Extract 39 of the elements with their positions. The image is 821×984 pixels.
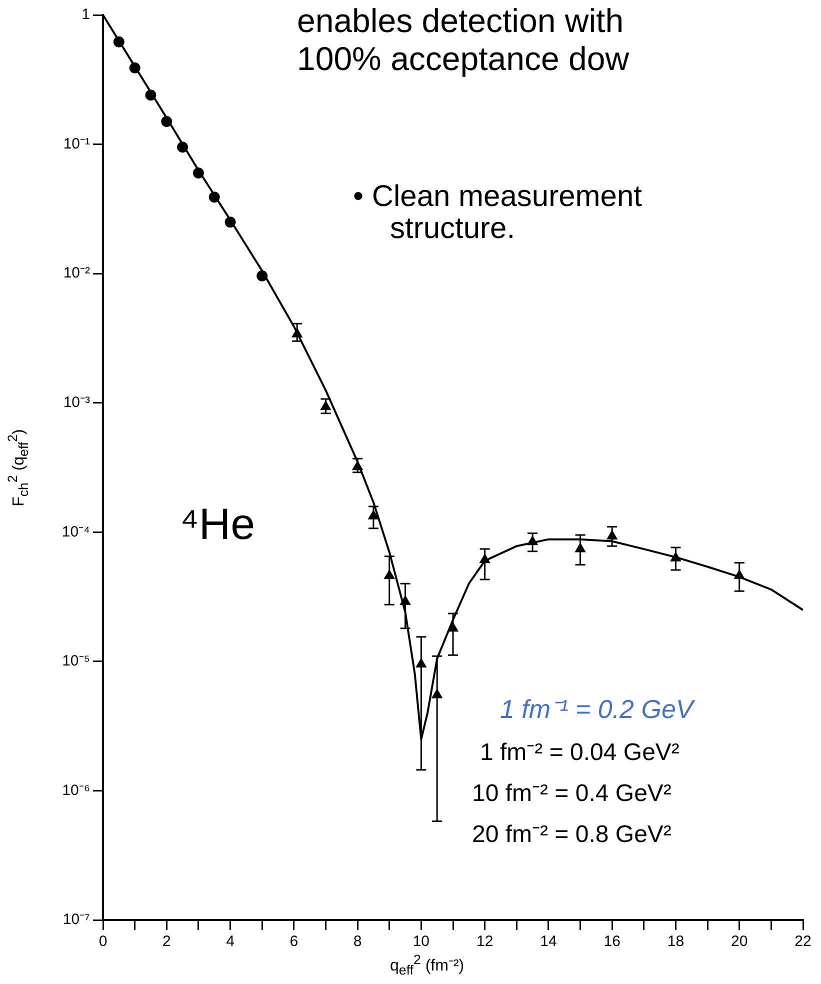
x-tick-label: 2 xyxy=(162,933,171,950)
point xyxy=(192,167,204,178)
point xyxy=(129,62,140,74)
x-tick-label: 12 xyxy=(476,933,494,950)
x-tick-label: 22 xyxy=(794,933,812,950)
point xyxy=(113,36,124,48)
x-tick-label: 18 xyxy=(667,933,684,950)
x-tick-label: 16 xyxy=(604,933,620,950)
annotation: 100% acceptance dow xyxy=(297,40,630,78)
x-tick-label: 0 xyxy=(98,933,108,950)
y-tick-label: 10⁻⁷ xyxy=(62,911,90,928)
point xyxy=(161,116,172,128)
x-tick-label: 20 xyxy=(731,933,748,950)
point xyxy=(145,90,156,101)
point xyxy=(177,142,188,153)
x-axis-title: q$_{eff}$$^{2}$ (fm⁻²) xyxy=(390,952,464,978)
annotation: 20 fm⁻² = 0.8 GeV² xyxy=(472,820,672,849)
y-tick-label: 10⁻³ xyxy=(63,394,90,411)
annotation: enables detection with xyxy=(297,2,624,40)
point xyxy=(224,216,236,228)
x-tick-label: 4 xyxy=(226,933,234,950)
annotation: 1 fm⁻¹ = 0.2 GeV xyxy=(500,693,694,726)
x-tick-label: 6 xyxy=(290,933,298,950)
point xyxy=(208,192,220,203)
annotation: 10 fm⁻² = 0.4 GeV² xyxy=(472,779,672,808)
x-tick-label: 8 xyxy=(353,933,362,950)
annotation: • Clean measurement xyxy=(353,180,642,214)
annotation: ⁴He xyxy=(180,500,256,550)
y-tick-label: 10⁻¹ xyxy=(63,135,90,152)
y-tick-label: 10⁻⁵ xyxy=(62,652,90,670)
annotation: 1 fm⁻² = 0.04 GeV² xyxy=(480,738,680,767)
y-tick-label: 10⁻² xyxy=(63,264,90,282)
y-tick-label: 10⁻⁶ xyxy=(62,782,90,799)
x-tick-label: 14 xyxy=(540,933,557,950)
point xyxy=(256,270,268,282)
x-tick-label: 10 xyxy=(412,933,430,950)
y-tick-label: 1 xyxy=(82,6,90,24)
y-tick-label: 10⁻⁴ xyxy=(62,523,90,540)
annotation: structure. xyxy=(390,212,516,246)
